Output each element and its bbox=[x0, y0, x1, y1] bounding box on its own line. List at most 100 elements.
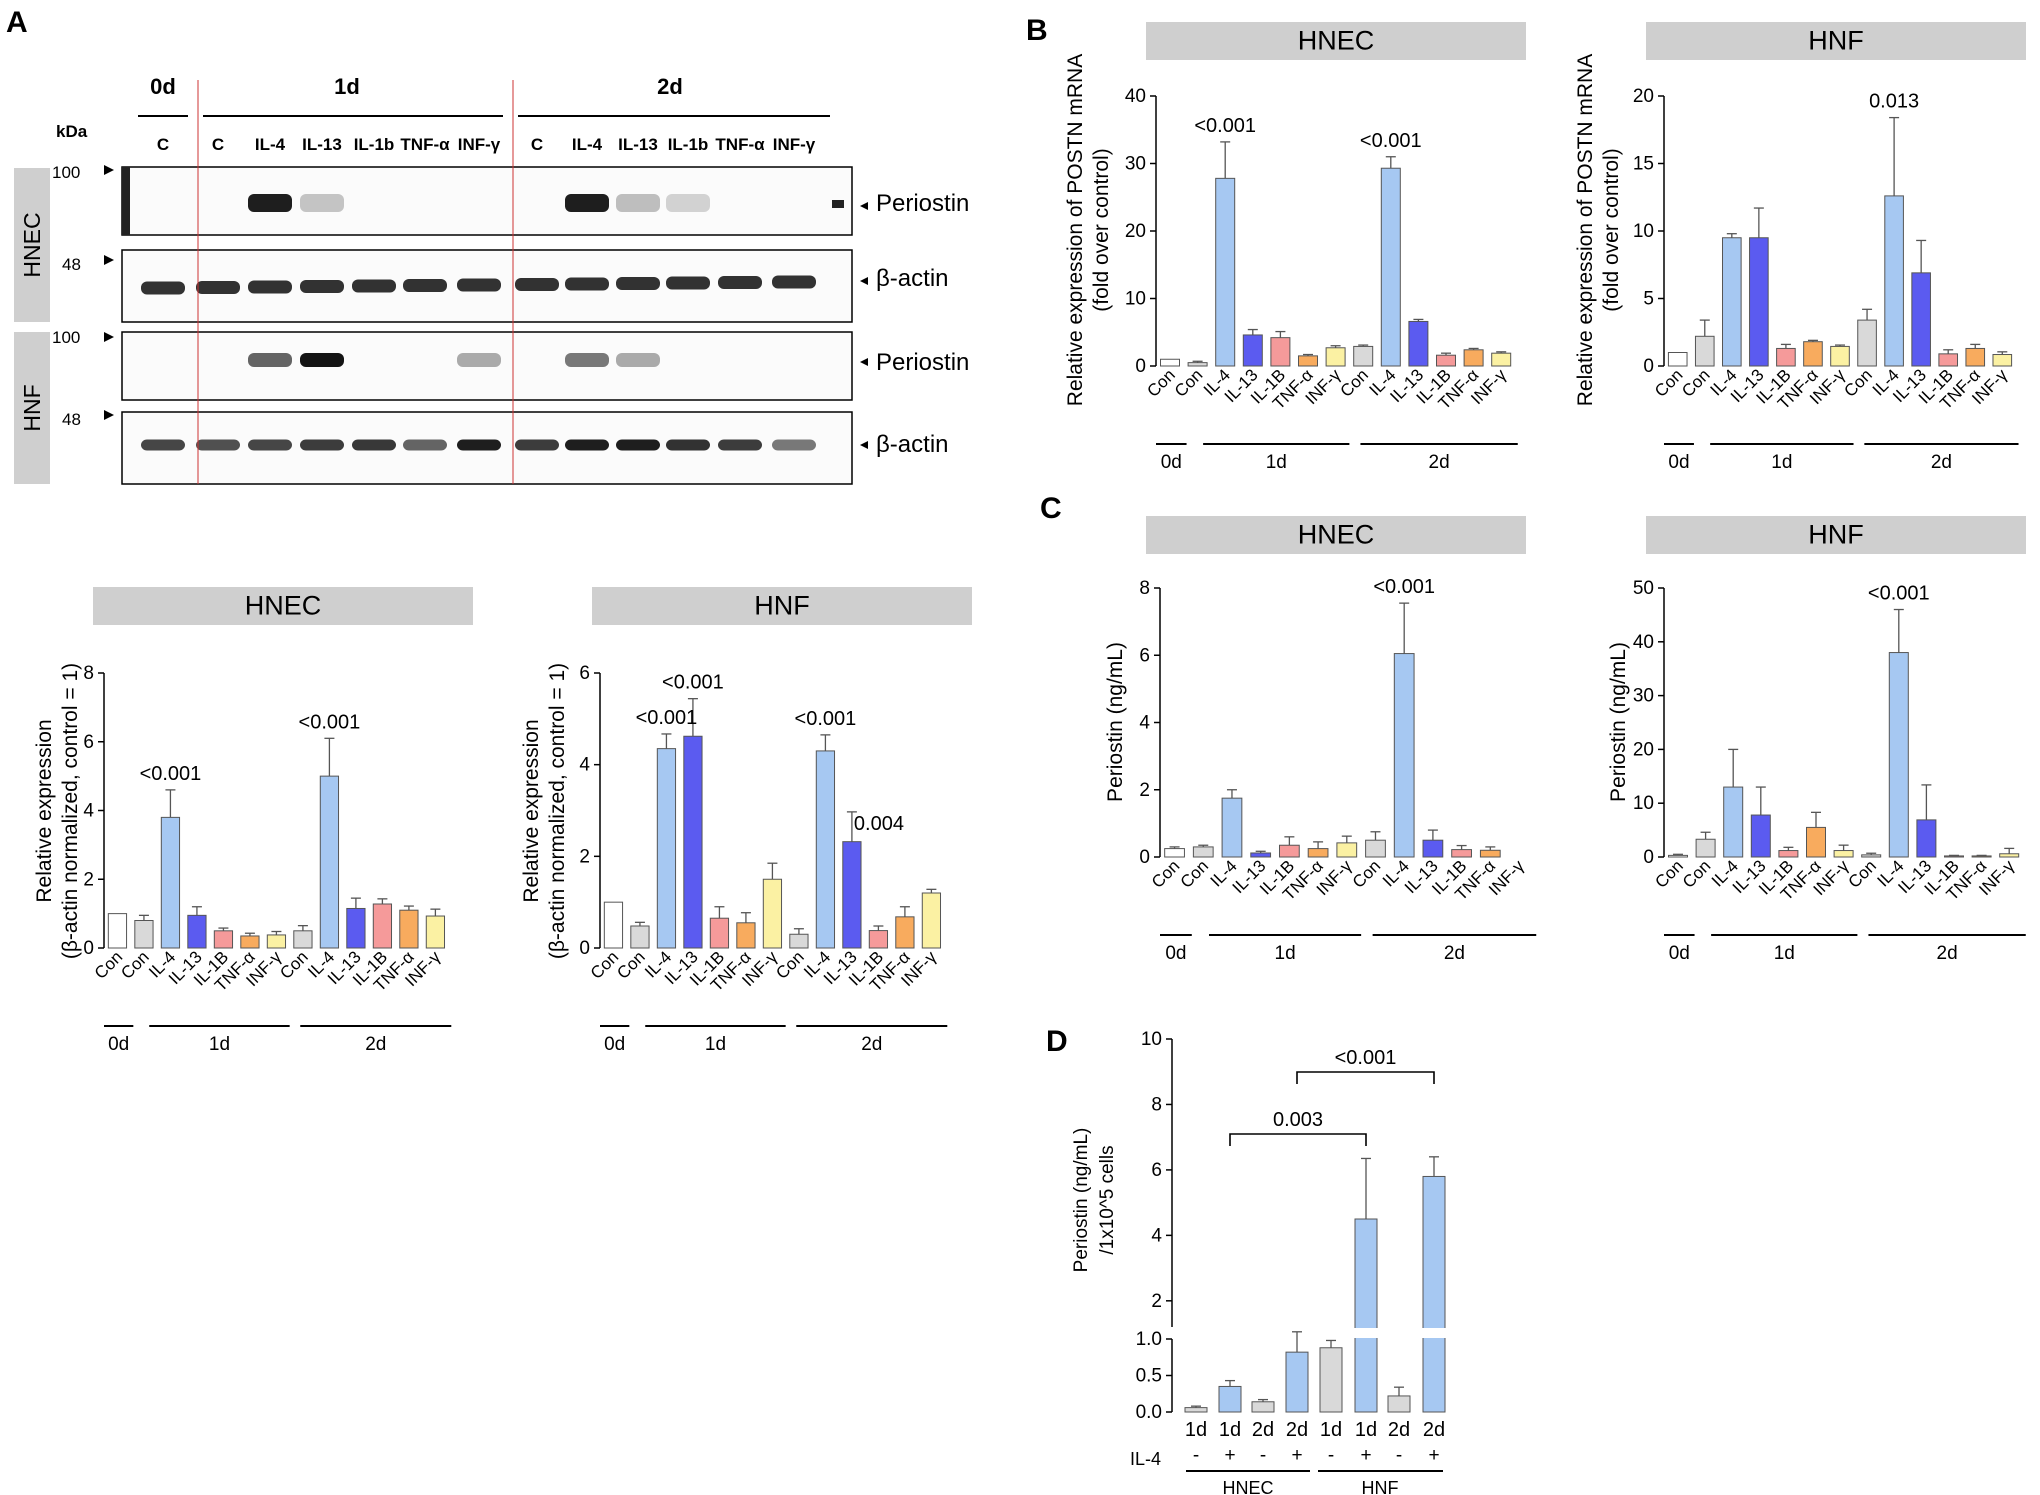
bar bbox=[1833, 850, 1854, 858]
blot-band bbox=[565, 439, 609, 451]
time-header-0d: 0d bbox=[150, 74, 176, 99]
western-blot: kDa 100 48 100 48 0d 1d 2d C C IL-4 IL-13 IL… bbox=[14, 74, 969, 485]
bar bbox=[1298, 355, 1318, 367]
p-value-annotation: <0.001 bbox=[636, 707, 698, 729]
bar bbox=[1776, 347, 1796, 367]
bar bbox=[683, 735, 703, 949]
blot-band bbox=[565, 194, 609, 212]
panel-label-c: C bbox=[1040, 492, 1062, 525]
group-label: 2d bbox=[1444, 943, 1465, 964]
chart-title-box bbox=[1646, 22, 2026, 60]
band-label-periostin: Periostin bbox=[876, 190, 969, 217]
blot-band bbox=[616, 353, 660, 367]
blot-band bbox=[403, 279, 447, 292]
blot-band bbox=[352, 279, 396, 293]
bar bbox=[1722, 237, 1742, 367]
lane-label: IL-13 bbox=[302, 135, 342, 154]
y-tick-label: 4 bbox=[579, 755, 590, 776]
lane-label: IL-4 bbox=[255, 135, 286, 154]
y-axis-label: Relative expression of POSTN mRNA bbox=[1574, 54, 1597, 406]
blot-band bbox=[457, 278, 501, 292]
y-tick-label: 6 bbox=[579, 663, 590, 684]
panel-label-a: A bbox=[6, 6, 28, 39]
bar bbox=[1393, 653, 1415, 858]
blot-band bbox=[515, 439, 559, 451]
p-value-annotation: <0.001 bbox=[662, 672, 724, 694]
y-axis-label: (β-actin normalized, control = 1) bbox=[546, 663, 569, 959]
axis-break-gap bbox=[1354, 1328, 1378, 1338]
bar bbox=[1479, 849, 1501, 858]
y-tick-label: 10 bbox=[1633, 221, 1654, 242]
band-label-periostin: Periostin bbox=[876, 349, 969, 376]
group-label: 0d bbox=[1668, 452, 1689, 473]
p-value-annotation: <0.001 bbox=[1335, 1047, 1397, 1069]
il4-sign: - bbox=[1396, 1445, 1402, 1466]
y-tick-label: 30 bbox=[1125, 154, 1146, 175]
p-value-annotation: <0.001 bbox=[140, 763, 202, 785]
bar bbox=[1184, 1407, 1208, 1413]
chart-b-hnf: HNF 0 5 10 15 20 Relative expression of POSTN … bbox=[1574, 22, 2026, 473]
group-label: 1d bbox=[1771, 452, 1792, 473]
lane-label: TNF-α bbox=[400, 135, 450, 154]
y-axis-label: Relative expression bbox=[520, 719, 543, 902]
kda-label: kDa bbox=[56, 122, 88, 141]
y-tick-label: 1.0 bbox=[1136, 1329, 1162, 1350]
group-label: 1d bbox=[1266, 452, 1287, 473]
bar bbox=[1884, 195, 1904, 367]
bar bbox=[1251, 1401, 1275, 1413]
x-tick-label: 1d bbox=[1185, 1419, 1207, 1441]
y-tick-label: 0 bbox=[1643, 847, 1654, 868]
y-tick-label: 15 bbox=[1633, 154, 1654, 175]
marker-100-bottom: 100 bbox=[52, 328, 80, 347]
y-tick-label: 2 bbox=[83, 869, 94, 890]
blot-band bbox=[196, 281, 240, 294]
blot-band bbox=[666, 439, 710, 451]
chart-b-hnec: HNEC 0 10 20 30 40 Relative expression of POST… bbox=[1064, 22, 1526, 473]
chart-title-box bbox=[1646, 516, 2026, 554]
chart-title: HNEC bbox=[1298, 25, 1375, 55]
y-tick-label: 6 bbox=[1139, 645, 1150, 666]
p-value-annotation: 0.004 bbox=[854, 813, 904, 835]
band-arrow-icon bbox=[860, 202, 868, 210]
bar bbox=[1916, 819, 1937, 858]
y-tick-label: 4 bbox=[83, 801, 94, 822]
band-label-actin: β-actin bbox=[876, 431, 949, 458]
group-label: 2d bbox=[365, 1034, 386, 1055]
blot-band bbox=[565, 353, 609, 367]
chart-a-hnf: HNF 0 2 4 6 Relative expression (β-actin norma… bbox=[520, 587, 972, 1055]
blot-edge bbox=[122, 167, 130, 235]
comparison-bracket bbox=[1296, 1071, 1435, 1084]
bar bbox=[1164, 848, 1185, 858]
lane-label: INF-γ bbox=[458, 135, 501, 154]
bar bbox=[1911, 272, 1931, 367]
il4-sign: + bbox=[1291, 1445, 1302, 1466]
bar bbox=[1491, 352, 1512, 367]
blot-band bbox=[616, 194, 660, 212]
blot-band bbox=[141, 439, 185, 451]
y-tick-label: 6 bbox=[83, 732, 94, 753]
chart-title-box bbox=[1146, 516, 1526, 554]
bar bbox=[1830, 345, 1850, 367]
bar bbox=[1999, 853, 2020, 858]
x-tick-label: Con bbox=[1148, 856, 1183, 891]
y-tick-label: 40 bbox=[1633, 632, 1654, 653]
chart-title: HNF bbox=[1808, 25, 1864, 55]
bar bbox=[399, 909, 419, 949]
marker-arrow-icon bbox=[104, 332, 114, 342]
bar bbox=[1192, 846, 1214, 858]
blot-panels bbox=[121, 166, 853, 485]
x-tick-label: Con bbox=[1679, 856, 1714, 891]
bar bbox=[1353, 345, 1374, 367]
y-tick-label: 30 bbox=[1633, 686, 1654, 707]
y-tick-label: 6 bbox=[1151, 1160, 1162, 1181]
y-tick-label: 10 bbox=[1141, 1029, 1162, 1050]
x-tick-label: Con bbox=[1171, 365, 1206, 400]
bar bbox=[709, 917, 730, 949]
band-arrow-icon bbox=[860, 277, 868, 285]
group-label: 0d bbox=[1165, 943, 1186, 964]
p-value-annotation: 0.013 bbox=[1869, 91, 1919, 113]
bar bbox=[1992, 354, 2013, 367]
group-label: 2d bbox=[1429, 452, 1450, 473]
x-tick-label: Con bbox=[1143, 365, 1178, 400]
